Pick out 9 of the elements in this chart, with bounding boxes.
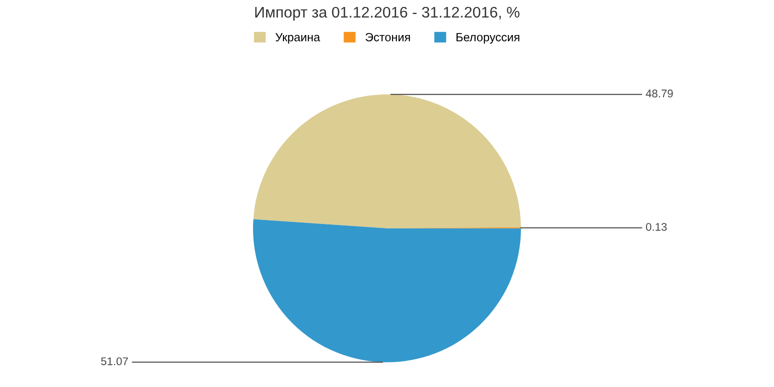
data-label: 0.13	[646, 222, 667, 231]
chart-title: Импорт за 01.12.2016 - 31.12.2016, %	[255, 6, 520, 21]
legend-label: Эстония	[366, 32, 410, 42]
legend-label: Белоруссия	[456, 33, 520, 44]
pie-slice	[253, 219, 521, 362]
data-label: 51.07	[101, 357, 128, 366]
legend-label: Украина	[275, 33, 320, 44]
pie-slice	[253, 94, 521, 228]
data-label: 48.79	[646, 90, 673, 98]
